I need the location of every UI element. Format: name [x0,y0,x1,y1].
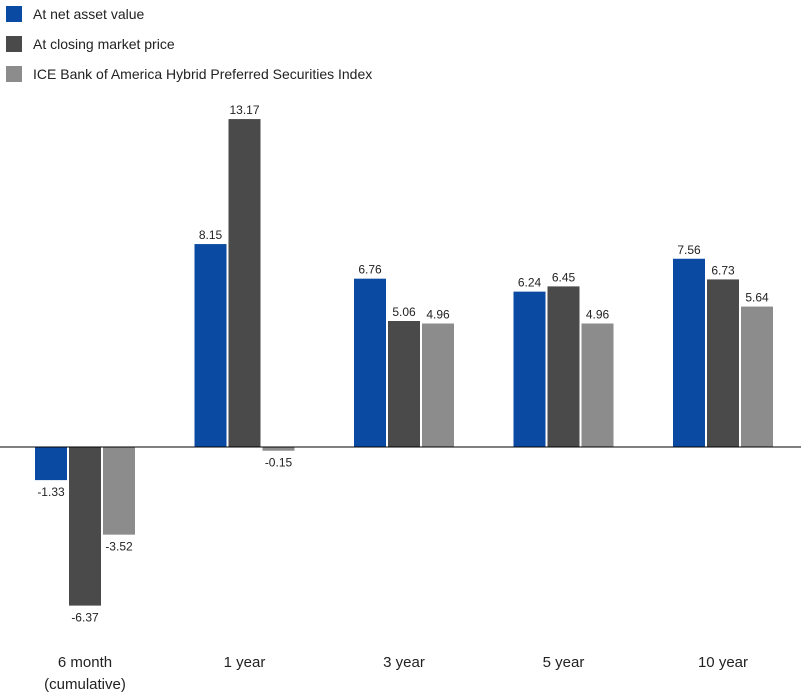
category-label-4: 5 year [543,654,585,671]
bars-group [35,119,773,606]
bar-series3-cat1 [103,447,135,535]
legend-label-1: At net asset value [33,6,145,22]
bar-series3-cat4 [581,323,614,447]
legend-label-3: ICE Bank of America Hybrid Preferred Sec… [33,66,372,82]
value-label-series2-cat1: -6.37 [71,611,99,625]
bar-series2-cat1 [69,447,101,606]
value-label-series2-cat5: 6.73 [711,263,735,277]
value-label-series3-cat1: -3.52 [105,540,133,554]
bar-series2-cat5 [707,279,739,447]
value-label-series2-cat4: 6.45 [552,270,576,284]
value-label-series1-cat5: 7.56 [677,243,701,257]
category-label-2: 1 year [224,654,266,671]
value-labels-group: -1.33 -6.37 -3.52 8.15 13.17 -0.15 6.76 5.06 4.9… [37,103,769,625]
value-label-series2-cat2: 13.17 [229,103,259,117]
value-label-series1-cat2: 8.15 [199,228,223,242]
value-label-series3-cat4: 4.96 [586,307,610,321]
legend-label-2: At closing market price [33,36,175,52]
legend-swatch-2 [6,36,22,52]
value-label-series3-cat3: 4.96 [426,307,450,321]
value-label-series3-cat5: 5.64 [745,291,769,305]
bar-series2-cat4 [547,286,580,447]
bar-series1-cat1 [35,447,67,481]
value-label-series2-cat3: 5.06 [392,305,416,319]
value-label-series1-cat4: 6.24 [518,276,542,290]
value-label-series1-cat3: 6.76 [358,263,382,277]
category-label-1-line2: (cumulative) [44,676,126,693]
bar-series1-cat3 [354,278,386,447]
category-label-3: 3 year [383,654,425,671]
category-label-1-line1: 6 month [58,654,112,671]
category-label-5: 10 year [698,654,748,671]
bar-series3-cat3 [422,323,454,447]
bar-series2-cat2 [228,119,261,447]
bar-series1-cat2 [194,244,227,447]
bar-series1-cat5 [673,258,705,447]
value-label-series3-cat2: -0.15 [265,456,293,470]
bar-series1-cat4 [513,291,546,447]
legend: At net asset value At closing market pric… [6,6,372,82]
bar-series2-cat3 [388,321,420,447]
legend-swatch-1 [6,6,22,22]
bar-series3-cat2 [262,447,295,451]
value-label-series1-cat1: -1.33 [37,485,65,499]
legend-swatch-3 [6,66,22,82]
category-labels-group: 6 month (cumulative) 1 year 3 year 5 year 10 … [44,654,748,693]
bar-series3-cat5 [741,306,773,447]
